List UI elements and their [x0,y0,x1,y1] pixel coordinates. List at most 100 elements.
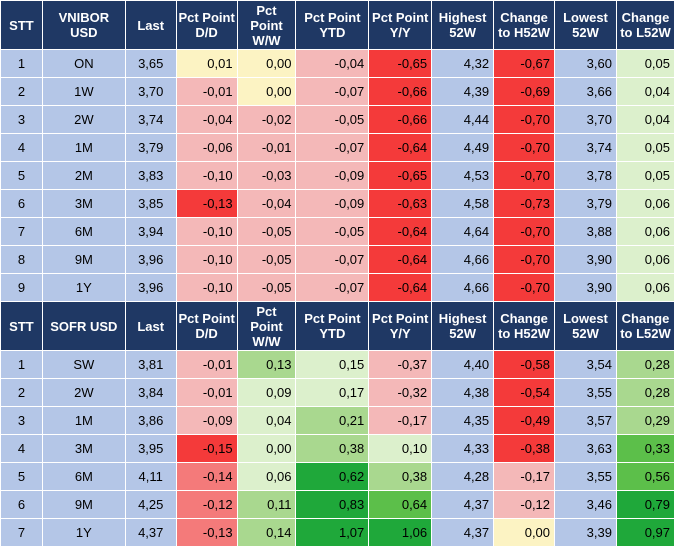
highest-52w-cell: 4,37 [431,490,495,519]
pct-yy-cell: -0,65 [368,49,433,78]
table-row: 4 1M 3,79 -0,06 -0,01 -0,07 -0,64 4,49 -0,70 3,74… [0,133,675,162]
pct-yy-cell: -0,64 [368,217,433,246]
header-pct-ww: Pct Point W/W [236,301,297,351]
tenor-cell: 6M [41,462,126,491]
pct-ytd-cell: 0,83 [295,490,370,519]
table-row: 5 6M 4,11 -0,14 0,06 0,62 0,38 4,28 -0,17 3,55 0,5… [0,462,675,491]
pct-dd-cell: -0,09 [175,406,238,435]
stt-cell: 3 [0,105,43,134]
tenor-cell: 2W [41,378,126,407]
pct-dd-cell: -0,04 [175,105,238,134]
table-row: 8 9M 3,96 -0,10 -0,05 -0,07 -0,64 4,66 -0,70 3,90… [0,245,675,274]
header-lowest-52w: Lowest 52W [554,301,617,351]
last-cell: 4,37 [124,518,177,547]
pct-yy-cell: 0,64 [368,490,433,519]
header-pct-dd: Pct Point D/D [175,0,238,50]
highest-52w-cell: 4,49 [431,133,495,162]
change-l52w-cell: 0,06 [615,217,675,246]
pct-ytd-cell: -0,07 [295,77,370,106]
highest-52w-cell: 4,28 [431,462,495,491]
pct-ww-cell: -0,05 [236,217,297,246]
change-l52w-cell: 0,79 [615,490,675,519]
lowest-52w-cell: 3,90 [554,273,617,302]
highest-52w-cell: 4,58 [431,189,495,218]
change-l52w-cell: 0,97 [615,518,675,547]
pct-ytd-cell: 0,21 [295,406,370,435]
change-l52w-cell: 0,29 [615,406,675,435]
pct-ytd-cell: -0,05 [295,217,370,246]
lowest-52w-cell: 3,60 [554,49,617,78]
pct-ytd-cell: 0,15 [295,350,370,379]
header-change-l52w: Change to L52W [615,0,675,50]
change-h52w-cell: -0,38 [493,434,556,463]
pct-ww-cell: -0,05 [236,245,297,274]
header-last: Last [124,301,177,351]
pct-yy-cell: 0,10 [368,434,433,463]
pct-dd-cell: -0,01 [175,350,238,379]
change-l52w-cell: 0,28 [615,350,675,379]
change-h52w-cell: -0,70 [493,217,556,246]
lowest-52w-cell: 3,78 [554,161,617,190]
last-cell: 3,74 [124,105,177,134]
last-cell: 3,70 [124,77,177,106]
stt-cell: 9 [0,273,43,302]
header-pct-ytd: Pct Point YTD [295,301,370,351]
change-l52w-cell: 0,28 [615,378,675,407]
header-pct-ww: Pct Point W/W [236,0,297,50]
table-row: 1 ON 3,65 0,01 0,00 -0,04 -0,65 4,32 -0,67 3,60 0,… [0,49,675,78]
pct-ww-cell: 0,13 [236,350,297,379]
last-cell: 3,85 [124,189,177,218]
pct-ww-cell: -0,02 [236,105,297,134]
pct-ww-cell: 0,00 [236,77,297,106]
header-pct-yy: Pct Point Y/Y [368,0,433,50]
last-cell: 3,83 [124,161,177,190]
pct-yy-cell: -0,63 [368,189,433,218]
tenor-cell: 1M [41,133,126,162]
last-cell: 3,86 [124,406,177,435]
pct-dd-cell: -0,15 [175,434,238,463]
last-cell: 3,84 [124,378,177,407]
change-h52w-cell: -0,73 [493,189,556,218]
lowest-52w-cell: 3,79 [554,189,617,218]
pct-ww-cell: 0,09 [236,378,297,407]
stt-cell: 4 [0,133,43,162]
last-cell: 3,65 [124,49,177,78]
change-h52w-cell: -0,70 [493,105,556,134]
change-h52w-cell: -0,70 [493,161,556,190]
lowest-52w-cell: 3,74 [554,133,617,162]
pct-ytd-cell: -0,07 [295,245,370,274]
stt-cell: 3 [0,406,43,435]
header-section: VNIBOR USD [41,0,126,50]
stt-cell: 1 [0,49,43,78]
header-highest-52w: Highest 52W [431,0,495,50]
pct-dd-cell: -0,01 [175,378,238,407]
header-change-h52w: Change to H52W [493,301,556,351]
tenor-cell: SW [41,350,126,379]
pct-yy-cell: -0,66 [368,105,433,134]
section-header-row: STT VNIBOR USD Last Pct Point D/D Pct Point … [0,0,675,50]
pct-ww-cell: -0,01 [236,133,297,162]
highest-52w-cell: 4,39 [431,77,495,106]
pct-yy-cell: -0,64 [368,245,433,274]
pct-ytd-cell: -0,07 [295,273,370,302]
highest-52w-cell: 4,53 [431,161,495,190]
last-cell: 3,96 [124,273,177,302]
change-l52w-cell: 0,05 [615,49,675,78]
table-row: 6 3M 3,85 -0,13 -0,04 -0,09 -0,63 4,58 -0,73 3,79… [0,189,675,218]
pct-ytd-cell: -0,09 [295,189,370,218]
stt-cell: 5 [0,462,43,491]
pct-yy-cell: 0,38 [368,462,433,491]
pct-yy-cell: -0,65 [368,161,433,190]
table-row: 2 2W 3,84 -0,01 0,09 0,17 -0,32 4,38 -0,54 3,55 0,… [0,378,675,407]
pct-yy-cell: -0,66 [368,77,433,106]
highest-52w-cell: 4,32 [431,49,495,78]
header-pct-ytd: Pct Point YTD [295,0,370,50]
tenor-cell: 6M [41,217,126,246]
change-l52w-cell: 0,33 [615,434,675,463]
last-cell: 3,94 [124,217,177,246]
lowest-52w-cell: 3,88 [554,217,617,246]
pct-yy-cell: 1,06 [368,518,433,547]
pct-dd-cell: -0,10 [175,245,238,274]
lowest-52w-cell: 3,90 [554,245,617,274]
lowest-52w-cell: 3,63 [554,434,617,463]
